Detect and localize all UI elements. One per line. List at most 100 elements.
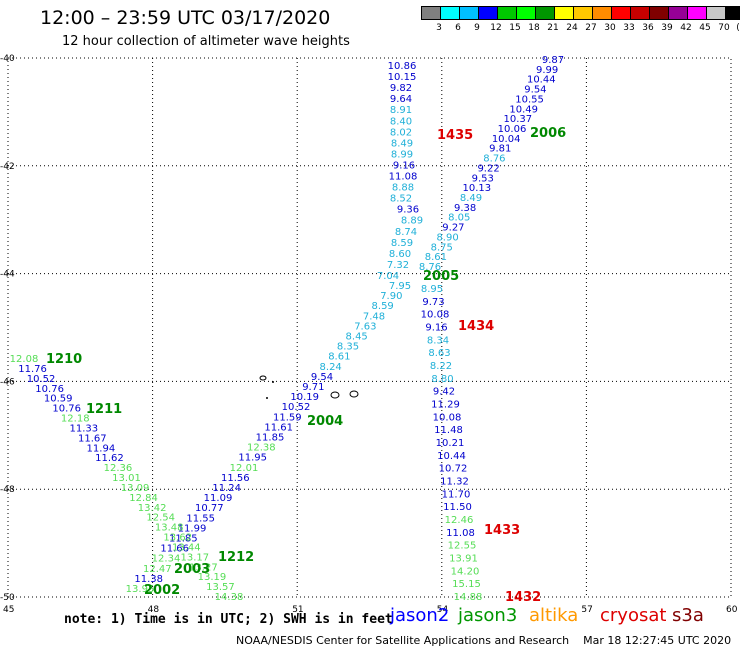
wave-height-value: 11.32 [440,477,469,488]
wave-height-value: 8.05 [448,213,470,224]
wave-height-value: 13.62 [163,533,192,544]
pass-time-label: 1435 [437,128,473,143]
wave-height-value: 8.76 [419,262,441,273]
wave-height-value: 7.90 [380,291,402,302]
wave-height-value: 13.57 [206,582,235,593]
lon-label: 48 [148,605,160,615]
wave-height-value: 10.21 [436,438,465,449]
wave-height-value: 11.94 [87,443,116,454]
satellite-name: jason3 [458,605,518,626]
legend-label: 33 [623,23,635,33]
wave-height-value: 8.95 [421,284,443,295]
note-text: note: 1) Time is in UTC; 2) SWH is in fe… [64,612,393,627]
wave-height-value: 11.08 [446,528,475,539]
wave-height-value: 8.80 [431,374,453,385]
wave-height-value: 7.04 [377,271,399,282]
wave-height-value: 9.99 [536,65,558,76]
lon-label: 54 [437,605,449,615]
legend-label: 18 [528,23,540,33]
wave-height-value: 8.49 [460,193,482,204]
wave-height-value: 12.55 [448,541,477,552]
wave-height-value: 10.44 [437,451,466,462]
wave-height-value: 12.08 [10,354,39,365]
pass-time-label: 1432 [505,590,541,605]
legend-swatch [725,6,740,20]
wave-height-value: 13.42 [138,503,167,514]
wave-height-value: 10.04 [492,134,521,145]
wave-height-value: 9.53 [472,173,494,184]
lat-label: -44 [0,270,15,280]
map-border [7,57,732,598]
wave-height-value: 10.06 [498,124,527,135]
wave-height-value: 9.38 [454,203,476,214]
lon-label: 51 [292,605,303,615]
island [330,391,340,399]
legend-label: 24 [566,23,578,33]
wave-height-value: 9.81 [489,144,511,155]
wave-height-value: 13.48 [155,523,184,534]
wave-height-value: 10.44 [527,75,556,86]
pass-time-labels: 1435 2006 2005 1434 1210 1211 2004 1212 2003 2002… [46,126,566,605]
island [272,381,274,383]
wave-height-value: 10.72 [439,464,468,475]
wave-height-value: 8.61 [425,252,447,263]
satellite-name: s3a [672,605,704,626]
pass-time-label: 1212 [218,550,254,565]
wave-height-value: 8.76 [483,154,505,165]
lon-label: 60 [726,605,738,615]
wave-height-value: 11.50 [443,502,472,513]
wave-height-value: 9.71 [302,382,324,393]
map-grid [7,57,732,598]
lon-label: 45 [3,605,14,615]
wave-height-value: 8.91 [390,105,412,116]
wave-height-value: 8.63 [428,348,450,359]
wave-height-value: 10.77 [195,503,224,514]
wave-height-value: 8.89 [401,216,423,227]
wave-height-value: 13.27 [189,562,218,573]
wave-height-value: 12.84 [129,493,158,504]
footer-credit: NOAA/NESDIS Center for Satellite Applica… [236,634,732,647]
wave-height-value: 10.13 [463,183,492,194]
legend-label: 45 [699,23,711,33]
wave-height-value: 11.66 [160,544,189,555]
islands [259,375,359,399]
wave-height-value: 10.55 [515,94,544,105]
wave-height-value: 12.38 [247,443,276,454]
wave-height-value: 8.88 [392,183,414,194]
wave-height-value: 10.19 [290,392,319,403]
wave-height-value: 11.24 [212,483,241,494]
wave-height-value: 10.08 [421,310,450,321]
wave-height-value: 9.82 [390,83,412,94]
wave-height-value: 11.38 [134,574,163,585]
wave-height-value: 7.48 [363,311,385,322]
island [349,390,359,398]
lon-label: 57 [581,605,592,615]
satellite-name: altika [529,605,579,626]
wave-height-value: 13.44 [172,542,201,553]
pass-time-label: 1211 [86,402,122,417]
wave-height-value: 14.88 [454,592,483,603]
wave-height-value: 10.86 [388,61,417,72]
satellite-name: jason2 [390,605,450,626]
wave-height-value: 11.61 [264,422,293,433]
wave-height-value: 12.46 [445,515,474,526]
wave-height-value: 10.15 [388,72,417,83]
legend-label: 9 [474,23,480,33]
wave-height-value: 12.18 [61,414,90,425]
island [266,397,268,399]
wave-height-value: 8.34 [427,335,449,346]
wave-height-value: 10.76 [52,404,81,415]
wave-height-value: 10.52 [27,374,56,385]
wave-height-value: 12.54 [146,513,175,524]
legend-label: (ft) [736,23,740,33]
wave-height-value: 13.01 [112,473,141,484]
wave-height-value: 13.95 [126,584,155,595]
wave-height-value: 14.38 [215,592,244,603]
pass-time-label: 2005 [423,269,459,284]
lat-label: -46 [0,377,15,387]
wave-height-value: 11.76 [18,364,47,375]
wave-height-value: 9.42 [433,387,455,398]
legend-label: 70 [718,23,730,33]
lat-label: -48 [0,485,15,495]
wave-height-value: 11.08 [389,172,418,183]
